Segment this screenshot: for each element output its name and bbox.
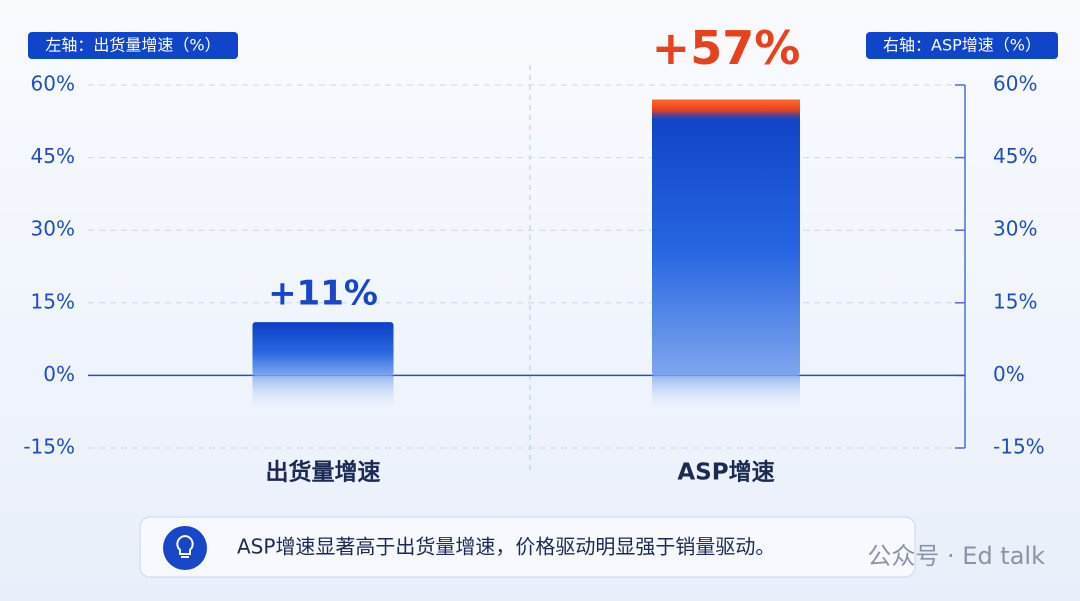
y-tick-label: 45%	[31, 144, 75, 168]
axis-badge	[866, 32, 1058, 59]
value-label: +57%	[652, 21, 801, 75]
x-tick-label: 出货量增速	[266, 459, 381, 486]
y2-tick-label: 60%	[993, 72, 1037, 96]
y-tick-label: 30%	[31, 217, 75, 241]
bar	[652, 99, 800, 376]
left-axis-title: 左轴：出货量增速（%）	[45, 36, 220, 55]
y2-tick-label: -15%	[993, 435, 1045, 459]
right-axis-title: 右轴：ASP增速（%）	[883, 36, 1041, 55]
value-label: +11%	[268, 274, 378, 314]
y-tick-label: -15%	[23, 435, 75, 459]
bar-reflection	[652, 375, 800, 416]
watermark: 公众号 · Ed talk	[867, 542, 1045, 570]
y2-tick-label: 30%	[993, 217, 1037, 241]
x-tick-label: ASP增速	[677, 459, 774, 486]
y2-tick-label: 15%	[993, 289, 1037, 313]
bar	[252, 322, 394, 376]
y2-tick-label: 45%	[993, 144, 1037, 168]
y-tick-label: 0%	[43, 362, 75, 386]
bar-reflection	[252, 375, 394, 416]
y-tick-label: 15%	[31, 289, 75, 313]
annotation: ASP增速显著高于出货量增速，价格驱动明显强于销量驱动。	[237, 535, 775, 559]
bulb-icon	[176, 534, 194, 558]
bar-highlight	[652, 99, 800, 122]
y-tick-label: 60%	[31, 72, 75, 96]
annotation-box	[139, 516, 916, 578]
y2-tick-label: 0%	[993, 362, 1025, 386]
bulb-icon	[163, 526, 207, 570]
axis-badge	[28, 32, 238, 59]
